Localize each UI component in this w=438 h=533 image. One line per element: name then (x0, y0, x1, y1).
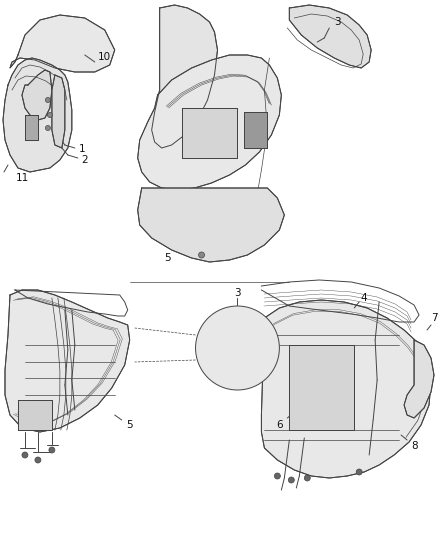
Polygon shape (404, 340, 434, 418)
Polygon shape (3, 58, 72, 172)
Text: 11: 11 (15, 173, 28, 183)
Circle shape (49, 447, 55, 453)
Circle shape (22, 452, 28, 458)
Text: 3: 3 (334, 17, 341, 27)
Text: 7: 7 (431, 313, 437, 323)
Circle shape (47, 112, 53, 117)
Text: 1: 1 (78, 144, 85, 154)
Polygon shape (290, 5, 371, 68)
Polygon shape (244, 112, 267, 148)
Text: 4: 4 (361, 293, 367, 303)
Circle shape (195, 306, 279, 390)
Text: 3: 3 (234, 288, 241, 298)
Circle shape (304, 475, 310, 481)
Text: 2: 2 (81, 155, 88, 165)
Polygon shape (152, 5, 218, 148)
Circle shape (46, 125, 50, 131)
Polygon shape (10, 15, 115, 72)
Polygon shape (5, 290, 130, 432)
Polygon shape (138, 55, 281, 190)
Text: 10: 10 (98, 52, 111, 62)
Circle shape (356, 469, 362, 475)
Polygon shape (52, 75, 65, 148)
Polygon shape (18, 400, 52, 430)
Text: 5: 5 (164, 253, 171, 263)
Polygon shape (290, 345, 354, 430)
Polygon shape (138, 188, 284, 262)
Circle shape (35, 457, 41, 463)
Text: 6: 6 (276, 420, 283, 430)
Circle shape (198, 252, 205, 258)
Circle shape (274, 473, 280, 479)
Text: 5: 5 (127, 420, 133, 430)
Polygon shape (22, 70, 52, 120)
Polygon shape (261, 300, 431, 478)
Polygon shape (182, 108, 237, 158)
Text: 8: 8 (411, 441, 417, 451)
Polygon shape (25, 115, 38, 140)
Circle shape (46, 98, 50, 102)
Circle shape (288, 477, 294, 483)
